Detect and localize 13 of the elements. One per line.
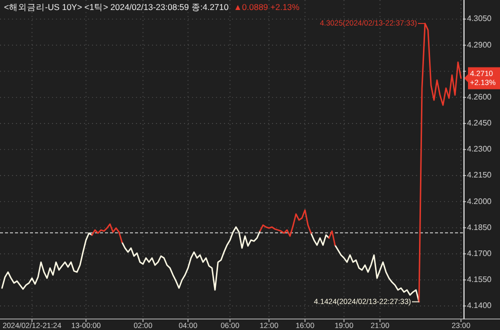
y-tick-label: 4.3050 <box>467 14 492 24</box>
chart-title: <해외금리-US 10Y> <1틱> 2024/02/13-23:08:59 종:4.2710 <box>4 2 229 12</box>
y-tick-label: 4.1400 <box>467 301 492 310</box>
y-tick-label: 4.2150 <box>467 170 492 180</box>
y-tick-label: 4.2300 <box>467 144 492 154</box>
y-tick-label: 4.1850 <box>467 222 492 232</box>
y-tick-label: 4.2000 <box>467 196 492 206</box>
y-tick-label: 4.2600 <box>467 92 492 102</box>
y-tick-label: 4.2900 <box>467 40 492 50</box>
y-tick-label: 4.1700 <box>467 248 492 258</box>
chart-subtitle: ▲0.0889 +2.13% <box>234 2 300 12</box>
y-tick-label: 4.1550 <box>467 274 492 284</box>
y-tick-label: 4.2450 <box>467 118 492 128</box>
